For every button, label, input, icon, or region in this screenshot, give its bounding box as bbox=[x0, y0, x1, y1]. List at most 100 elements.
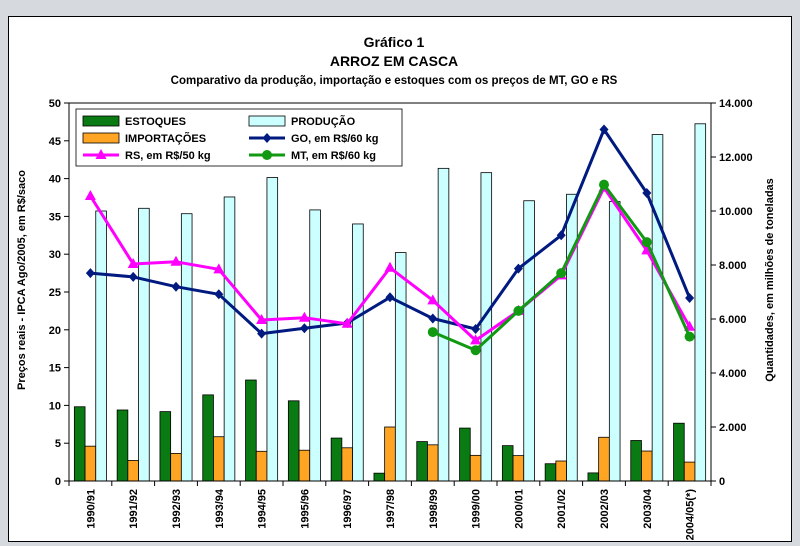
bar-importacoes-2000-01 bbox=[512, 455, 525, 482]
marker-go-em-r-60-kg-1995-96 bbox=[299, 323, 309, 334]
bar-importacoes-1997-98 bbox=[384, 426, 396, 482]
y-right-tick-label: 4.000 bbox=[719, 368, 747, 380]
bar-producao-2002-03 bbox=[608, 201, 621, 482]
legend-swatch-estoques bbox=[82, 115, 120, 127]
marker-go-em-r-60-kg-2003-04 bbox=[642, 187, 652, 198]
bar-layer bbox=[73, 123, 707, 482]
bar-producao-2003-04 bbox=[651, 134, 664, 482]
bar-importacoes-2002-03 bbox=[598, 436, 610, 482]
marker-go-em-r-60-kg-2004-05 bbox=[685, 293, 695, 304]
x-tick-label: 1998/99 bbox=[428, 489, 440, 529]
y-left-tick-label: 45 bbox=[49, 136, 61, 148]
marker-go-em-r-60-kg-1997-98 bbox=[385, 292, 395, 303]
y-right-tick-label: 10.000 bbox=[719, 206, 753, 218]
marker-mt-em-r-60-kg-2003-04 bbox=[641, 237, 652, 248]
y-left-tick-label: 20 bbox=[49, 325, 61, 337]
y-left-tick-label: 50 bbox=[49, 98, 61, 110]
x-tick-label: 1990/91 bbox=[85, 489, 97, 529]
marker-go-em-r-60-kg-1992-93 bbox=[171, 281, 181, 292]
bar-estoques-2004-05 bbox=[673, 422, 685, 482]
bar-estoques-1991-92 bbox=[116, 409, 129, 482]
bar-importacoes-1995-96 bbox=[298, 449, 311, 482]
y-axis-left-title: Preços reais - IPCA Ago/2005, em R$/saco bbox=[16, 170, 28, 390]
bar-importacoes-1994-95 bbox=[255, 450, 268, 482]
bar-estoques-1995-96 bbox=[287, 400, 300, 482]
marker-rs-em-r-50-kg-1996-97 bbox=[341, 317, 353, 328]
y-left-tick-label: 15 bbox=[49, 363, 61, 375]
y-axis-right-title: Quantidades, em milhões de toneladas bbox=[764, 178, 776, 382]
y-left-tick-label: 30 bbox=[49, 249, 61, 261]
marker-go-em-r-60-kg-2001-02 bbox=[556, 230, 566, 241]
bar-producao-1991-92 bbox=[138, 207, 150, 482]
bar-importacoes-2001-02 bbox=[555, 460, 567, 482]
bar-producao-1993-94 bbox=[223, 196, 236, 482]
marker-rs-em-r-50-kg-2003-04 bbox=[641, 244, 653, 255]
bar-importacoes-2004-05 bbox=[683, 461, 696, 482]
bar-importacoes-1992-93 bbox=[170, 453, 182, 482]
legend-marker-go-em-r-60-kg bbox=[262, 133, 272, 143]
marker-go-em-r-60-kg-1994-95 bbox=[257, 328, 267, 339]
bar-importacoes-2003-04 bbox=[641, 450, 653, 482]
x-tick-label: 1991/92 bbox=[128, 489, 140, 529]
bar-importacoes-1999-00 bbox=[469, 454, 482, 482]
line-layer bbox=[84, 124, 696, 356]
marker-rs-em-r-50-kg-1990-91 bbox=[84, 189, 96, 200]
axes-layer: 0 5 10 15 20 25 30 35 40 45 50 0 2.000 4.000 6.000 8.00… bbox=[49, 98, 753, 540]
y-right-tick-label: 6.000 bbox=[719, 314, 747, 326]
marker-go-em-r-60-kg-2002-03 bbox=[599, 124, 609, 135]
bar-estoques-2002-03 bbox=[587, 472, 600, 482]
bar-estoques-1994-95 bbox=[245, 379, 257, 482]
bar-importacoes-1990-91 bbox=[84, 445, 97, 482]
marker-mt-em-r-60-kg-2004-05 bbox=[684, 331, 695, 342]
y-right-tick-label: 0 bbox=[719, 476, 725, 488]
x-tick-label: 2003/04 bbox=[642, 488, 654, 529]
x-tick-label: 1994/95 bbox=[257, 489, 269, 529]
marker-rs-em-r-50-kg-1991-92 bbox=[127, 258, 139, 269]
marker-go-em-r-60-kg-2000-01 bbox=[513, 263, 523, 274]
bar-importacoes-1991-92 bbox=[127, 460, 139, 482]
marker-rs-em-r-50-kg-1992-93 bbox=[170, 255, 182, 266]
marker-go-em-r-60-kg-1993-94 bbox=[214, 289, 224, 300]
bar-producao-2004-05 bbox=[694, 123, 707, 482]
bar-producao-1990-91 bbox=[95, 210, 107, 482]
bar-producao-2000-01 bbox=[523, 200, 535, 482]
marker-rs-em-r-50-kg-1993-94 bbox=[213, 263, 225, 274]
marker-mt-em-r-60-kg-1998-99 bbox=[427, 327, 438, 338]
legend-marker-rs-em-r-50-kg bbox=[95, 149, 107, 159]
x-tick-label: 1993/94 bbox=[214, 488, 226, 529]
marker-go-em-r-60-kg-1990-91 bbox=[85, 268, 95, 279]
bar-estoques-1993-94 bbox=[202, 394, 214, 482]
marker-mt-em-r-60-kg-2001-02 bbox=[556, 268, 567, 279]
marker-mt-em-r-60-kg-1999-00 bbox=[470, 345, 481, 356]
y-left-tick-label: 10 bbox=[49, 400, 61, 412]
x-tick-label: 2000/01 bbox=[513, 489, 525, 529]
x-tick-label: 1997/98 bbox=[385, 489, 397, 529]
marker-go-em-r-60-kg-1998-99 bbox=[428, 313, 438, 324]
legend-label-producao: PRODUÇÃO bbox=[291, 115, 356, 128]
x-tick-label: 2001/02 bbox=[556, 489, 568, 529]
y-right-tick-label: 12.000 bbox=[719, 152, 753, 164]
bar-estoques-1996-97 bbox=[330, 437, 343, 482]
y-left-tick-label: 0 bbox=[55, 476, 61, 488]
bar-importacoes-1993-94 bbox=[213, 436, 225, 482]
y-right-tick-label: 2.000 bbox=[719, 422, 747, 434]
legend-marker-mt-em-r-60-kg bbox=[262, 150, 272, 160]
chart-canvas: Gráfico 1 ARROZ EM CASCA Comparativo da … bbox=[16, 34, 776, 540]
chart-subtitle: ARROZ EM CASCA bbox=[330, 53, 458, 69]
legend-swatch-importacoes bbox=[82, 132, 120, 144]
x-tick-label: 1999/00 bbox=[471, 489, 483, 529]
bar-importacoes-1996-97 bbox=[341, 447, 353, 482]
marker-go-em-r-60-kg-1991-92 bbox=[128, 271, 138, 282]
y-right-tick-label: 8.000 bbox=[719, 260, 747, 272]
marker-rs-em-r-50-kg-1995-96 bbox=[298, 311, 310, 322]
x-tick-label: 1995/96 bbox=[299, 489, 311, 529]
legend-label-importacoes: IMPORTAÇÕES bbox=[125, 132, 206, 145]
bar-estoques-1998-99 bbox=[416, 441, 428, 482]
y-left-tick-label: 25 bbox=[49, 287, 61, 299]
chart-subtitle-2: Comparativo da produção, importação e es… bbox=[171, 75, 618, 87]
x-tick-label: 2002/03 bbox=[599, 489, 611, 529]
marker-go-em-r-60-kg-1999-00 bbox=[471, 324, 481, 335]
bar-producao-1997-98 bbox=[394, 252, 407, 482]
bar-producao-2001-02 bbox=[566, 193, 578, 482]
marker-rs-em-r-50-kg-1998-99 bbox=[427, 294, 439, 305]
